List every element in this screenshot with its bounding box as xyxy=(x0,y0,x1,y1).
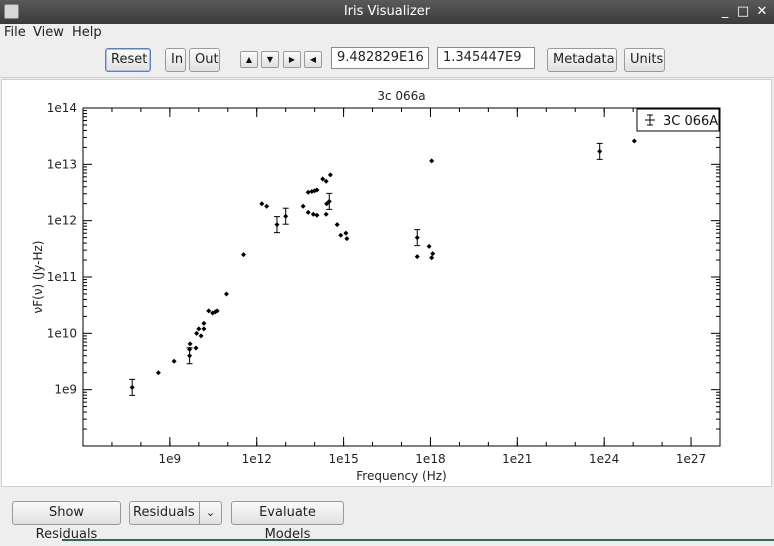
arrow-up-icon: ▲ xyxy=(245,55,253,64)
menu-view[interactable]: View xyxy=(33,25,64,40)
window-title: Iris Visualizer xyxy=(343,4,431,19)
data-point xyxy=(426,243,432,249)
window-titlebar: Iris Visualizer _ □ ✕ xyxy=(0,0,774,24)
metadata-button[interactable]: Metadata xyxy=(547,48,617,72)
x-coordinate-field[interactable]: 9.482829E16 xyxy=(331,47,429,69)
data-point xyxy=(326,198,332,204)
data-point xyxy=(300,203,306,209)
close-button[interactable]: ✕ xyxy=(756,4,768,19)
x-tick-label: 1e15 xyxy=(328,452,358,466)
zoom-in-button[interactable]: In xyxy=(165,48,186,72)
data-point xyxy=(323,211,329,217)
menu-help[interactable]: Help xyxy=(72,25,102,40)
data-point xyxy=(631,138,637,144)
data-point xyxy=(259,201,265,207)
chart-title: 3c 066a xyxy=(377,89,425,103)
chevron-down-icon: ⌄ xyxy=(199,502,221,524)
data-point xyxy=(264,203,270,209)
data-point xyxy=(597,148,603,154)
pan-up-button[interactable]: ▲ xyxy=(240,51,258,68)
units-button[interactable]: Units xyxy=(624,48,665,72)
reset-button[interactable]: Reset xyxy=(105,48,151,72)
legend-label: 3C 066A xyxy=(663,114,718,129)
maximize-button[interactable]: □ xyxy=(736,4,750,19)
data-point xyxy=(193,345,199,351)
data-point xyxy=(314,212,320,218)
x-tick-label: 1e18 xyxy=(415,452,445,466)
pan-down-button[interactable]: ▼ xyxy=(261,51,279,68)
data-point xyxy=(310,211,316,217)
data-point xyxy=(201,320,207,326)
evaluate-models-button[interactable]: Evaluate Models xyxy=(231,501,344,542)
residuals-dropdown[interactable]: Residuals ⌄ xyxy=(129,501,222,525)
x-tick-label: 1e9 xyxy=(159,452,182,466)
data-point xyxy=(214,308,220,314)
data-point xyxy=(187,346,193,352)
residuals-dropdown-value: Residuals xyxy=(133,505,195,520)
data-point xyxy=(274,222,280,228)
data-point xyxy=(429,158,435,164)
data-point xyxy=(430,251,436,257)
data-point xyxy=(414,254,420,260)
y-coordinate-field[interactable]: 1.345447E9 xyxy=(437,47,535,69)
data-point xyxy=(323,178,329,184)
y-axis-label: νF(ν) (Jy-Hz) xyxy=(31,241,45,314)
data-point xyxy=(241,252,247,258)
data-point xyxy=(343,230,349,236)
data-point xyxy=(187,353,193,359)
x-tick-label: 1e21 xyxy=(502,452,532,466)
arrow-left-icon: ◀ xyxy=(309,55,317,64)
data-point xyxy=(194,330,200,336)
data-point xyxy=(305,209,311,215)
data-point xyxy=(414,235,420,241)
sed-chart[interactable]: 3c 066a Frequency (Hz) νF(ν) (Jy-Hz) 1e9 1e1… xyxy=(2,80,773,488)
data-point xyxy=(338,232,344,238)
x-tick-label: 1e27 xyxy=(676,452,706,466)
data-point xyxy=(187,341,193,347)
plot-frame xyxy=(82,107,721,447)
data-point xyxy=(334,222,340,228)
data-point xyxy=(305,189,311,195)
data-point xyxy=(429,255,435,261)
data-point xyxy=(206,308,212,314)
x-tick-label: 1e24 xyxy=(589,452,619,466)
y-tick-label: 1e11 xyxy=(47,270,77,284)
data-point xyxy=(223,291,229,297)
y-tick-label: 1e9 xyxy=(54,383,77,397)
data-point xyxy=(320,176,326,182)
pan-left-button[interactable]: ◀ xyxy=(304,51,322,68)
y-tick-label: 1e13 xyxy=(47,157,77,171)
data-point xyxy=(129,384,135,390)
y-tick-label: 1e12 xyxy=(47,214,77,228)
y-tick-label: 1e10 xyxy=(47,326,77,340)
legend-box xyxy=(636,108,720,132)
minimize-button[interactable]: _ xyxy=(721,4,729,19)
data-point xyxy=(344,236,350,242)
data-point xyxy=(201,326,207,332)
data-point xyxy=(327,172,333,178)
arrow-down-icon: ▼ xyxy=(266,55,274,64)
plot-panel: 3c 066a Frequency (Hz) νF(ν) (Jy-Hz) 1e9 1e1… xyxy=(1,79,772,487)
arrow-right-icon: ▶ xyxy=(288,55,296,64)
y-tick-label: 1e14 xyxy=(47,101,77,115)
data-point xyxy=(283,213,289,219)
data-point xyxy=(171,358,177,364)
show-residuals-button[interactable]: Show Residuals xyxy=(12,501,121,542)
data-point xyxy=(198,333,204,339)
app-icon xyxy=(4,4,19,19)
data-point xyxy=(155,370,161,376)
x-tick-label: 1e12 xyxy=(242,452,272,466)
zoom-out-button[interactable]: Out xyxy=(189,48,220,72)
menu-bar: File View Help xyxy=(0,24,774,42)
status-strip xyxy=(62,539,774,541)
data-point xyxy=(196,326,202,332)
pan-right-button[interactable]: ▶ xyxy=(283,51,301,68)
x-axis-label: Frequency (Hz) xyxy=(356,469,447,483)
data-point xyxy=(314,187,320,193)
menu-file[interactable]: File xyxy=(4,25,26,40)
